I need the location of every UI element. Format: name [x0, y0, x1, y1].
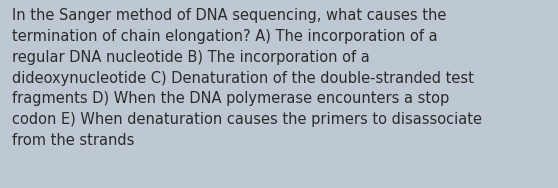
- Text: In the Sanger method of DNA sequencing, what causes the
termination of chain elo: In the Sanger method of DNA sequencing, …: [12, 8, 482, 148]
